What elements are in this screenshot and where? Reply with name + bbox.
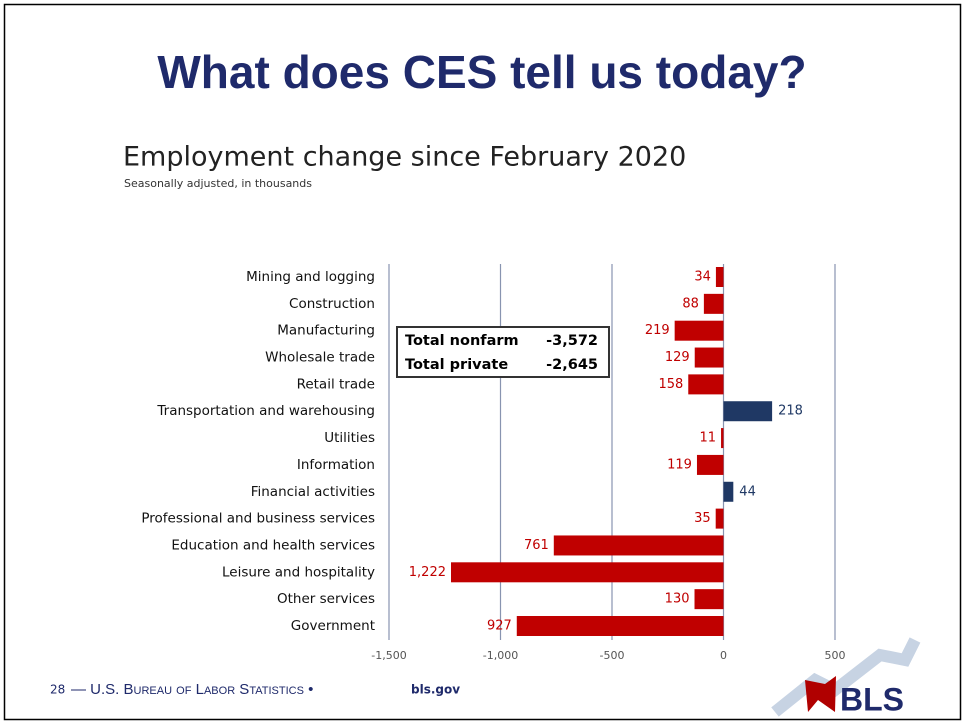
value-label: 88 xyxy=(682,296,699,311)
value-label: 130 xyxy=(665,592,690,607)
x-tick-label: 0 xyxy=(720,649,727,662)
chart-title: Employment change since February 2020 xyxy=(123,142,686,173)
bar xyxy=(723,401,773,422)
bar xyxy=(516,616,724,636)
category-label: Professional and business services xyxy=(141,511,375,527)
page-number: 28 xyxy=(50,683,65,697)
category-label: Information xyxy=(297,457,375,473)
summary-label: Total nonfarm xyxy=(405,333,519,349)
plot: -1,500 -1,000 -500 0 500 Mining and logging 34… xyxy=(141,264,846,662)
slide-title: What does CES tell us today? xyxy=(157,46,806,98)
summary-label: Total private xyxy=(405,357,508,373)
bar xyxy=(694,589,724,610)
x-tick-label: 500 xyxy=(825,649,846,662)
logo-text: BLS xyxy=(840,681,904,717)
value-label: 219 xyxy=(645,323,670,338)
bar xyxy=(703,293,724,314)
bar xyxy=(723,481,734,502)
bar xyxy=(450,562,724,583)
category-label: Education and health services xyxy=(171,537,375,553)
category-label: Transportation and warehousing xyxy=(156,403,375,419)
x-tick-label: -1,000 xyxy=(483,649,518,662)
value-label: 1,222 xyxy=(409,565,446,580)
category-label: Mining and logging xyxy=(246,269,375,285)
x-tick-label: -500 xyxy=(600,649,625,662)
bar xyxy=(721,428,724,449)
category-label: Financial activities xyxy=(251,484,375,500)
summary-value: -2,645 xyxy=(546,357,598,373)
category-label: Construction xyxy=(289,296,375,312)
bar xyxy=(696,454,724,475)
value-label: 927 xyxy=(487,619,512,634)
value-label: 44 xyxy=(739,484,756,499)
bar xyxy=(694,347,724,368)
value-label: 158 xyxy=(658,377,683,392)
footer-agency: — U.S. Bureau of Labor Statistics • xyxy=(71,681,313,698)
value-label: 761 xyxy=(524,538,549,553)
category-label: Leisure and hospitality xyxy=(222,564,375,580)
value-label: 129 xyxy=(665,350,690,365)
value-label: 34 xyxy=(694,270,711,285)
category-label: Manufacturing xyxy=(277,323,375,339)
bar xyxy=(553,535,724,556)
category-label: Other services xyxy=(277,591,375,607)
bar xyxy=(715,267,724,287)
category-label: Retail trade xyxy=(297,376,375,392)
bar xyxy=(688,374,724,395)
bar xyxy=(674,320,724,341)
logo-flag xyxy=(805,676,836,712)
x-tick-label: -1,500 xyxy=(371,649,406,662)
summary-box xyxy=(396,326,610,378)
value-label: 11 xyxy=(700,431,717,446)
category-label: Government xyxy=(291,618,375,634)
footer-site: bls.gov xyxy=(411,683,460,697)
value-label: 119 xyxy=(667,457,692,472)
chart-subtitle: Seasonally adjusted, in thousands xyxy=(124,177,312,190)
value-label: 35 xyxy=(694,511,711,526)
category-label: Utilities xyxy=(324,430,375,446)
category-label: Wholesale trade xyxy=(265,350,375,366)
value-label: 218 xyxy=(778,404,803,419)
bar xyxy=(715,508,724,529)
summary-value: -3,572 xyxy=(546,333,598,349)
